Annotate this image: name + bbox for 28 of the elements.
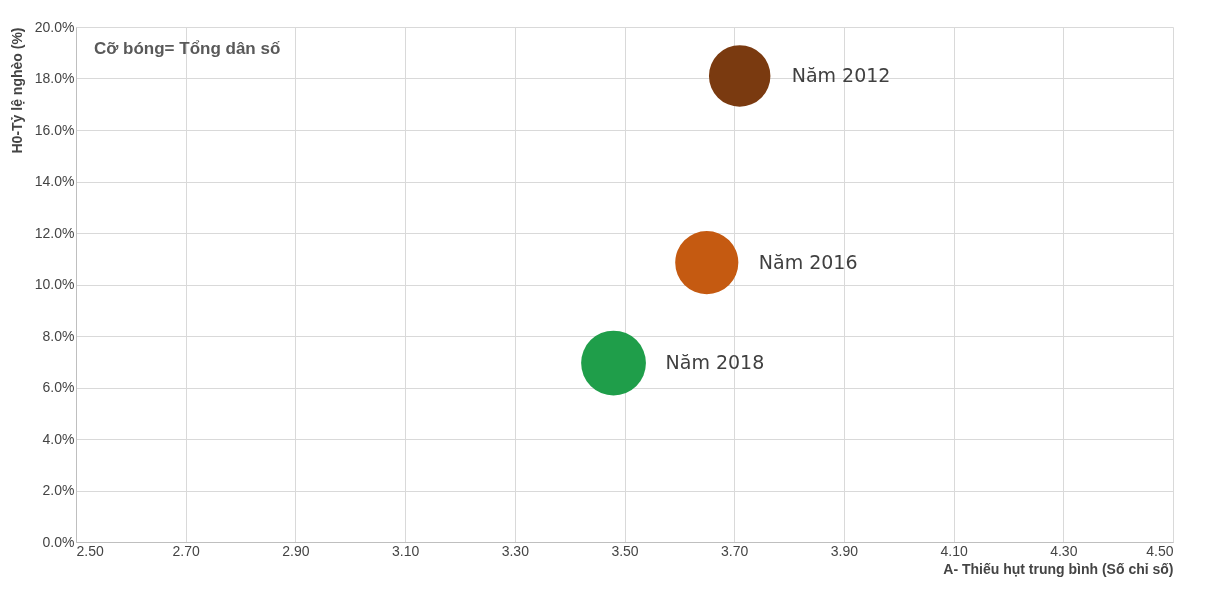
x-tick-label: 3.50 (611, 542, 639, 559)
series-label: Năm 2012 (791, 63, 891, 86)
y-tick-label: 6.0% (42, 379, 75, 395)
annotation: Cỡ bóng= Tổng dân số (94, 39, 281, 58)
y-tick-label: 12.0% (34, 224, 75, 241)
y-tick-label: 20.0% (34, 18, 75, 35)
y-tick-label: 18.0% (34, 70, 75, 86)
y-axis-title: H0-Tỷ lệ nghèo (%) (8, 27, 25, 154)
x-tick-label: 3.30 (501, 542, 530, 559)
y-tick-label: 10.0% (34, 276, 75, 292)
x-tick-label: 4.30 (1050, 542, 1078, 559)
x-tick-label: 4.10 (940, 542, 968, 559)
x-tick-label: 4.50 (1146, 542, 1174, 559)
y-tick-label: 8.0% (42, 327, 75, 344)
y-tick-label: 0.0% (42, 533, 75, 550)
y-tick-label: 14.0% (34, 173, 75, 189)
y-tick-label: 16.0% (34, 121, 75, 138)
x-tick-label: 3.90 (830, 542, 859, 559)
x-tick-label: 2.90 (282, 542, 310, 559)
series-label: Năm 2018 (665, 351, 765, 374)
x-axis-title: A- Thiếu hụt trung bình (Số chỉ số) (943, 560, 1174, 577)
x-tick-label: 3.70 (721, 542, 749, 559)
y-tick-label: 2.0% (42, 482, 75, 498)
x-tick-label: 3.10 (391, 542, 420, 559)
x-tick-label: 2.50 (76, 542, 104, 559)
series-label: Năm 2016 (758, 250, 858, 273)
x-tick-label: 2.70 (172, 542, 201, 559)
y-tick-label: 4.0% (42, 430, 75, 447)
